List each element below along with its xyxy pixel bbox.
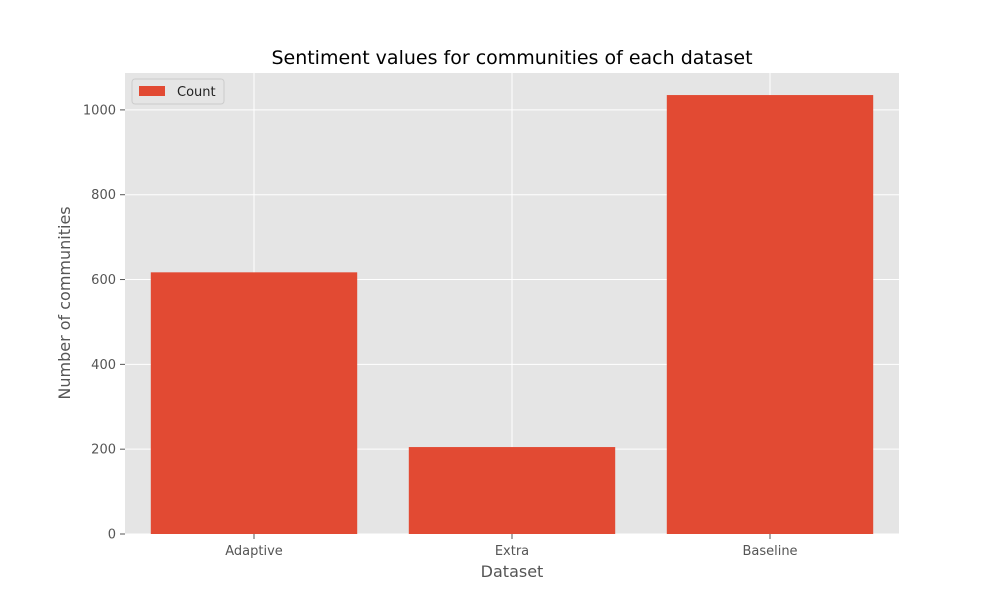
legend: Count	[131, 78, 225, 105]
chart-title: Sentiment values for communities of each…	[271, 47, 752, 69]
y-tick-label: 1000	[83, 103, 116, 118]
y-tick-label: 400	[91, 358, 116, 373]
x-tick-label: Baseline	[742, 544, 797, 559]
bar-adaptive	[150, 272, 358, 534]
y-axis-label: Number of communities	[55, 206, 74, 399]
legend-swatch	[139, 86, 165, 96]
y-tick-label: 0	[108, 528, 116, 543]
legend-label: Count	[177, 85, 216, 100]
y-tick-label: 200	[91, 443, 116, 458]
x-tick-label: Adaptive	[225, 544, 283, 559]
y-tick-label: 800	[91, 188, 116, 203]
bars	[150, 95, 874, 535]
x-tick-label: Extra	[495, 544, 529, 559]
x-axis-label: Dataset	[481, 562, 544, 581]
y-tick-label: 600	[91, 273, 116, 288]
bar-extra	[408, 447, 616, 534]
bar-baseline	[666, 95, 874, 535]
y-axis-ticks: 0 200 400 600 800 1000	[83, 103, 125, 543]
legend-box	[131, 78, 225, 105]
x-axis-ticks: Adaptive Extra Baseline	[225, 534, 798, 559]
